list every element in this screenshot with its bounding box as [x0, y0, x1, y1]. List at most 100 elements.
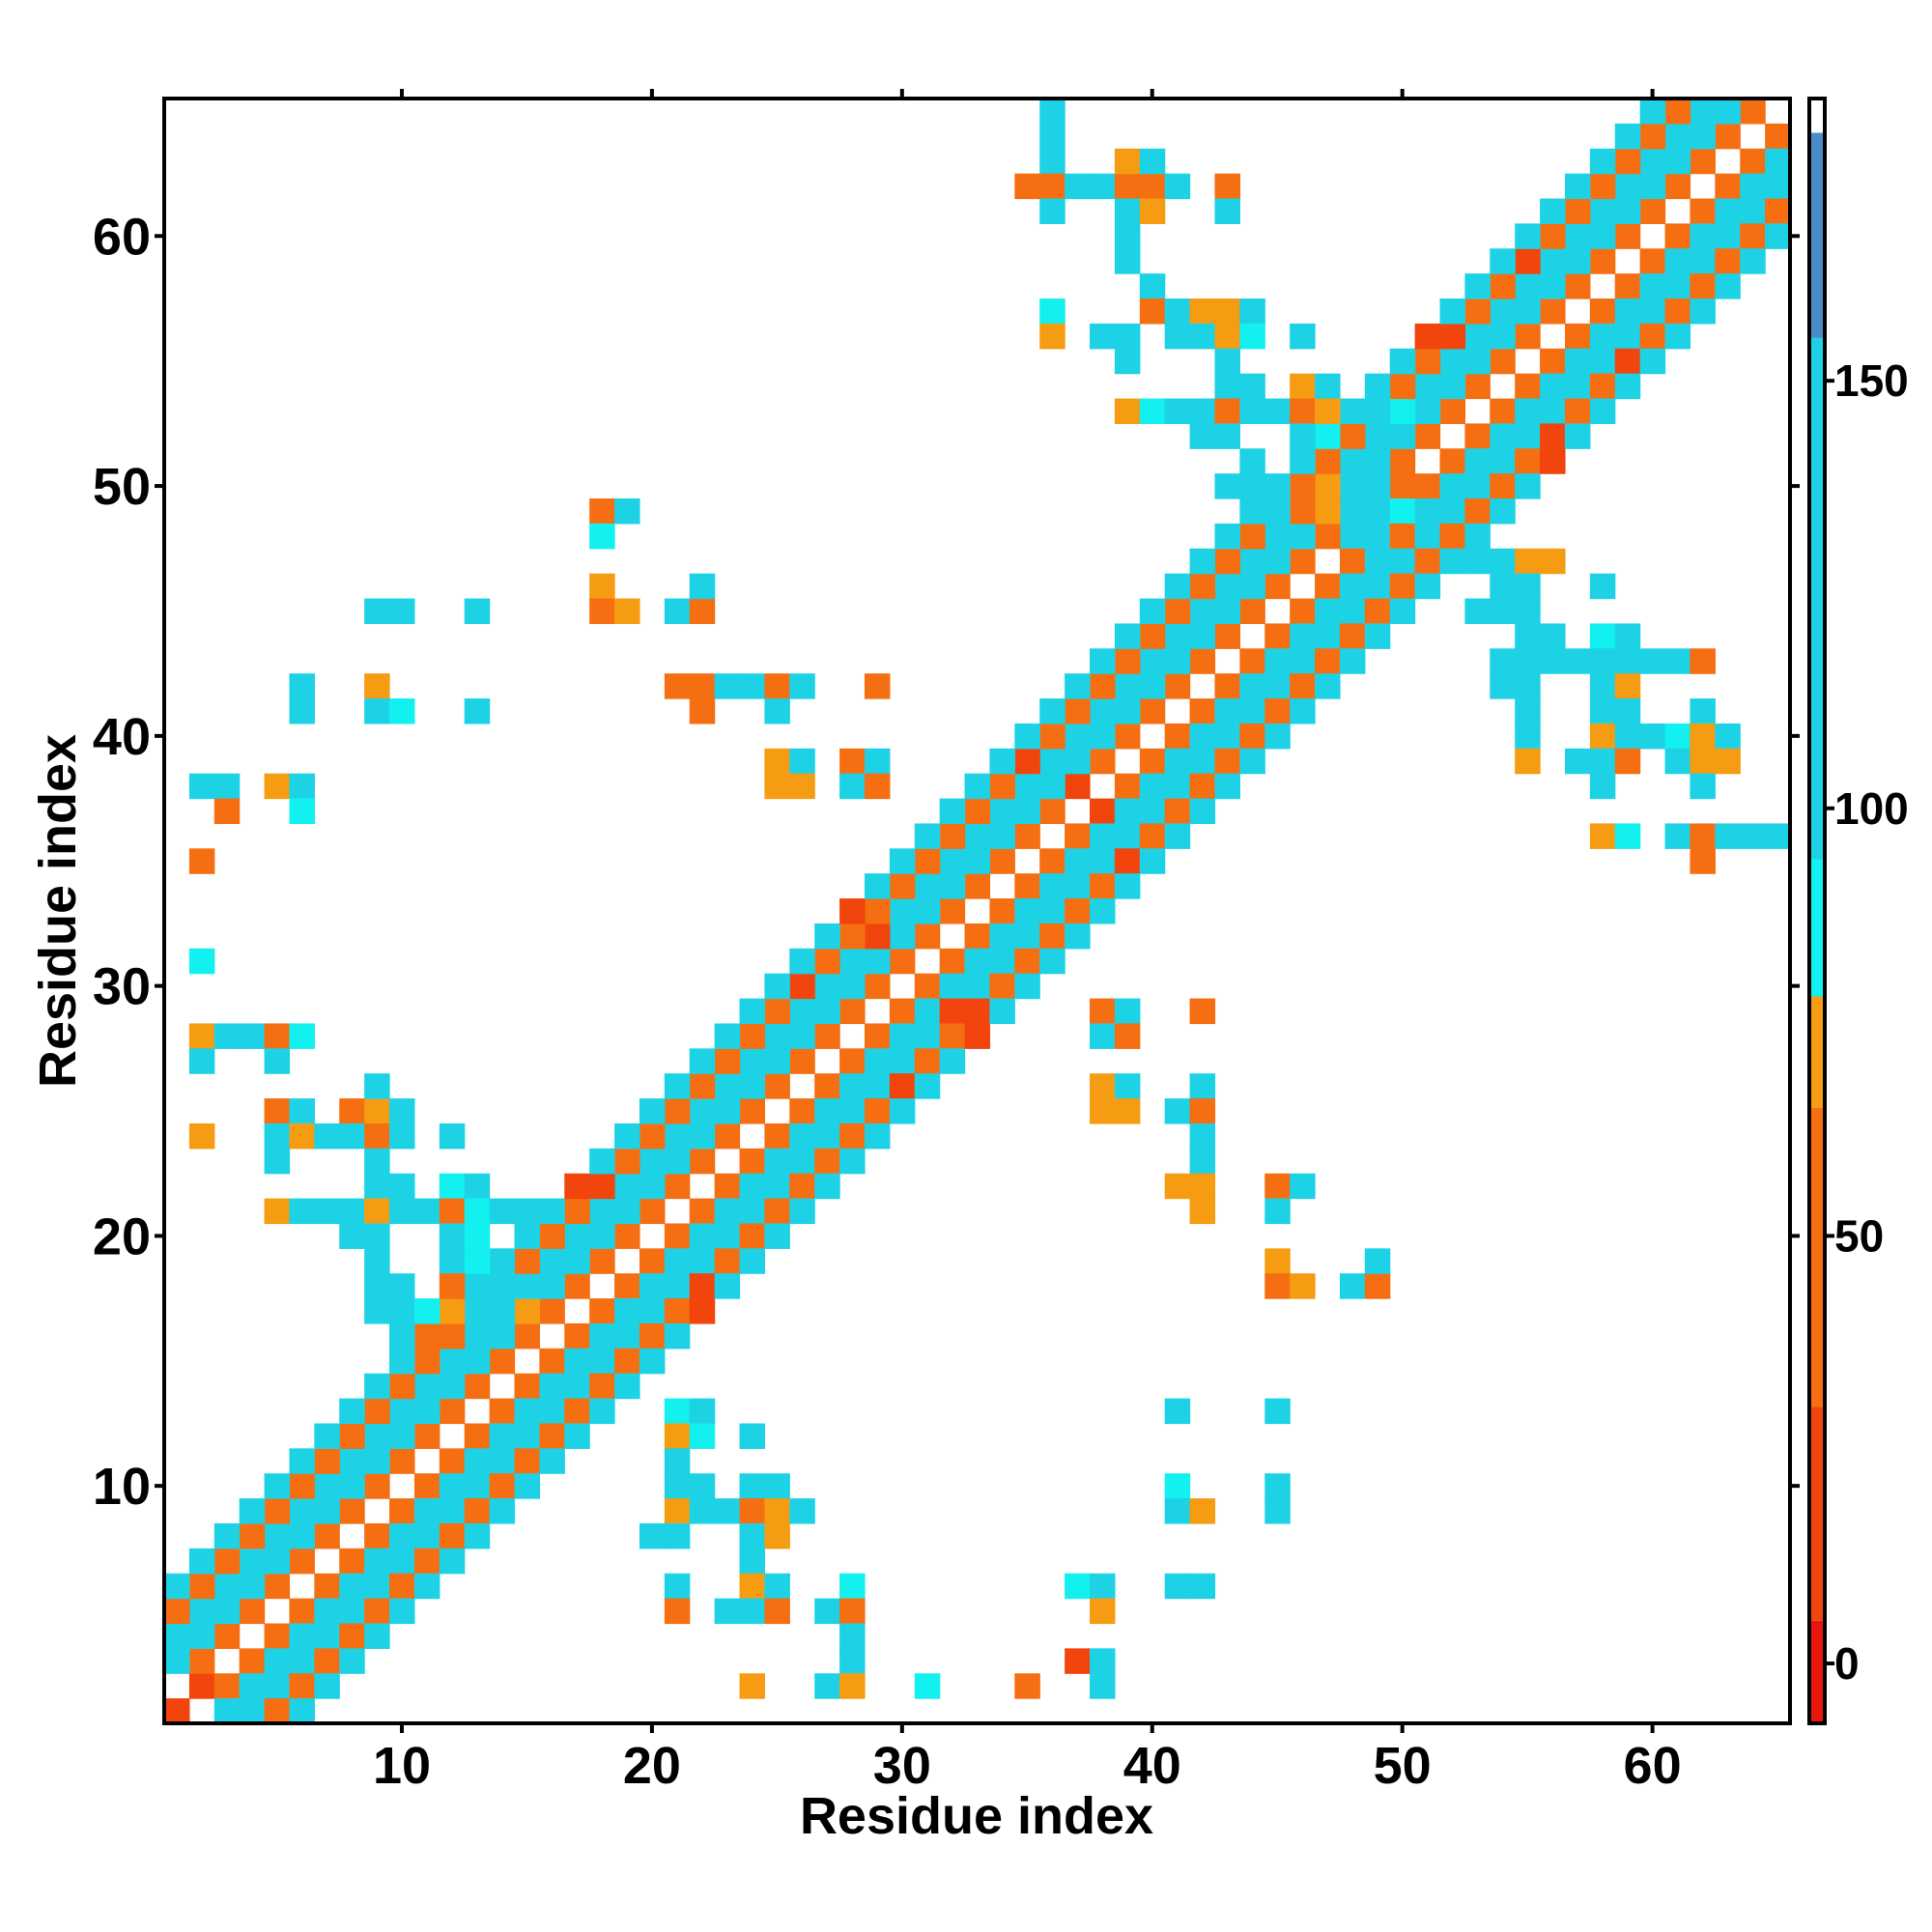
heatmap-cell — [739, 1522, 766, 1549]
heatmap-cell — [914, 973, 941, 1000]
heatmap-cell — [1464, 423, 1491, 449]
heatmap-cell — [564, 1348, 590, 1375]
heatmap-cell — [1214, 673, 1240, 699]
heatmap-cell — [1189, 1098, 1216, 1124]
heatmap-cell — [889, 1023, 916, 1049]
heatmap-cell — [664, 1298, 691, 1324]
heatmap-cell — [1740, 823, 1766, 849]
heatmap-cell — [864, 1098, 891, 1124]
heatmap-cell — [1515, 573, 1541, 600]
heatmap-cell — [1540, 648, 1566, 674]
heatmap-cell — [364, 698, 390, 724]
heatmap-cell — [1715, 173, 1741, 200]
heatmap-cell — [314, 1473, 340, 1499]
heatmap-cell — [1589, 398, 1616, 424]
heatmap-cell — [614, 1173, 640, 1200]
heatmap-cell — [1490, 323, 1516, 350]
heatmap-cell — [1065, 848, 1091, 874]
heatmap-cell — [1439, 323, 1465, 350]
heatmap-cell — [489, 1348, 516, 1375]
heatmap-cell — [1164, 773, 1191, 800]
heatmap-cell — [264, 1623, 291, 1649]
heatmap-cell — [439, 1223, 466, 1249]
heatmap-cell — [188, 773, 215, 800]
heatmap-cell — [1690, 298, 1716, 325]
heatmap-cell — [314, 1522, 340, 1549]
heatmap-cell — [1564, 648, 1591, 674]
heatmap-cell — [1715, 123, 1741, 150]
y-tick-label: 10 — [93, 1458, 151, 1516]
heatmap-cell — [789, 998, 815, 1025]
heatmap-cell — [1139, 648, 1166, 674]
heatmap-cell — [314, 1448, 340, 1474]
heatmap-cell — [1039, 198, 1065, 224]
heatmap-cell — [1114, 673, 1141, 699]
heatmap-cell — [1515, 473, 1541, 499]
heatmap-cell — [514, 1373, 540, 1400]
heatmap-cell — [1715, 273, 1741, 299]
heatmap-cell — [1515, 623, 1541, 649]
heatmap-cell — [589, 1298, 615, 1324]
heatmap-cell — [564, 1322, 590, 1350]
heatmap-cell — [289, 1522, 315, 1549]
heatmap-cell — [389, 1298, 415, 1324]
heatmap-cell — [1164, 298, 1191, 325]
heatmap-cell — [1214, 173, 1240, 200]
heatmap-cell — [889, 1098, 916, 1124]
heatmap-cell — [839, 973, 866, 1000]
heatmap-cell — [264, 773, 291, 800]
heatmap-cell — [1090, 1098, 1116, 1124]
heatmap-cell — [1364, 623, 1391, 649]
heatmap-cell — [1239, 598, 1265, 625]
heatmap-cell — [714, 673, 741, 699]
heatmap-cell — [464, 1198, 491, 1225]
heatmap-cell — [689, 1122, 716, 1150]
heatmap-cell — [339, 1098, 365, 1124]
heatmap-cell — [1164, 798, 1191, 825]
heatmap-cell — [664, 1223, 691, 1249]
colorbar-tick-label: 150 — [1834, 355, 1909, 406]
heatmap-cell — [789, 1048, 815, 1074]
heatmap-cell — [289, 1598, 315, 1625]
heatmap-cell — [1614, 698, 1641, 724]
heatmap-cell — [1264, 573, 1291, 600]
heatmap-cell — [1589, 623, 1616, 649]
heatmap-cell — [589, 1348, 615, 1375]
heatmap-cell — [1139, 823, 1166, 849]
heatmap-cell — [188, 1598, 215, 1625]
heatmap-cell — [1540, 248, 1566, 274]
heatmap-cell — [1164, 598, 1191, 625]
heatmap-cell — [413, 1373, 440, 1400]
heatmap-cell — [239, 1548, 266, 1575]
heatmap-cell — [1039, 773, 1065, 800]
heatmap-cell — [1364, 548, 1391, 575]
heatmap-cell — [614, 1373, 640, 1400]
heatmap-cell — [1290, 548, 1316, 575]
heatmap-cell — [239, 1648, 266, 1674]
heatmap-cell — [289, 773, 315, 800]
heatmap-cell — [614, 1348, 640, 1375]
heatmap-cell — [289, 1548, 315, 1575]
heatmap-cell — [464, 1322, 491, 1350]
heatmap-cell — [289, 1198, 315, 1225]
heatmap-cell — [639, 1322, 666, 1350]
heatmap-cell — [1614, 373, 1641, 400]
heatmap-cell — [1614, 223, 1641, 249]
heatmap-cell — [1065, 748, 1091, 775]
heatmap-cell — [689, 1248, 716, 1274]
heatmap-cell — [1065, 173, 1091, 200]
heatmap-cell — [1589, 173, 1616, 200]
heatmap-cell — [1464, 598, 1491, 625]
heatmap-cell — [464, 1423, 491, 1449]
heatmap-cell — [1189, 748, 1216, 775]
heatmap-cell — [714, 1498, 741, 1524]
heatmap-cell — [1090, 173, 1116, 200]
heatmap-cell — [264, 1048, 291, 1074]
heatmap-cell — [464, 1298, 491, 1324]
heatmap-cell — [339, 1398, 365, 1425]
heatmap-cell — [1490, 598, 1516, 625]
heatmap-cell — [1290, 673, 1316, 699]
heatmap-cell — [264, 1148, 291, 1175]
heatmap-cell — [1065, 698, 1091, 724]
heatmap-cell — [689, 598, 716, 625]
